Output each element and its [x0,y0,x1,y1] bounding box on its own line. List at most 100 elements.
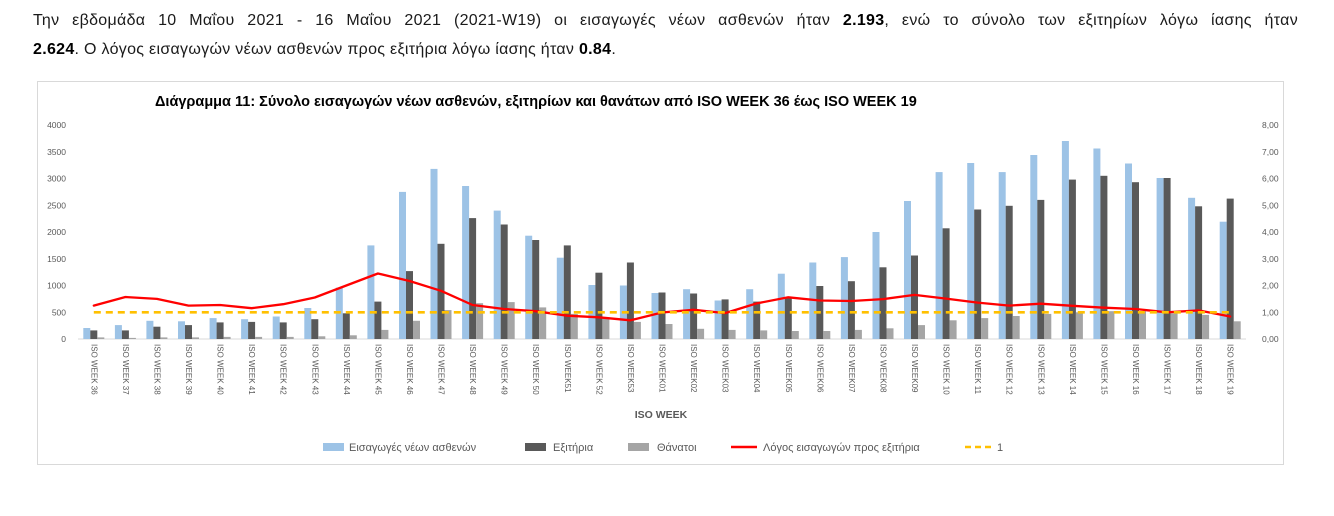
x-tick-label: ISO WEEK 50 [531,344,540,395]
x-tick-label: ISO WEEK04 [752,344,761,393]
deaths-bar [602,318,610,339]
deaths-bar [223,336,231,339]
deaths-bar [1107,311,1115,339]
deaths-bar [981,318,989,339]
admissions-bar [1188,197,1196,339]
discharges-bar [753,301,761,339]
chart-frame: Διάγραμμα 11: Σύνολο εισαγωγών νέων ασθε… [37,81,1284,465]
admissions-bar [493,210,501,339]
legend-item-reference: 1 [965,442,1003,454]
y-right-tick-label: 3,00 [1262,254,1279,264]
deaths-bar [1170,313,1178,339]
x-tick-label: ISO WEEK 19 [1226,344,1235,395]
discharges-bar [847,281,855,339]
legend-item-admissions: Εισαγωγές νέων ασθενών [323,442,477,454]
x-tick-label: ISO WEEK 10 [942,344,951,395]
summary-text-discharges: , ενώ το σύνολο των εξιτηρίων λόγω ίασης… [884,12,1298,29]
discharges-bar [1195,206,1203,339]
discharges-bar [406,271,413,339]
admissions-bar [683,289,691,339]
admissions-bar [777,273,785,339]
x-tick-label: ISO WEEK 46 [405,344,414,395]
discharges-bar [1132,182,1139,339]
x-axis-title: ISO WEEK [635,409,688,421]
admissions-bar [430,168,438,339]
x-tick-label: ISO WEEK 41 [247,344,256,395]
x-tick-label: ISO WEEK 37 [121,344,130,395]
x-tick-label: ISO WEEK51 [563,344,572,393]
deaths-bar [1012,316,1020,339]
y-right-tick-label: 5,00 [1262,200,1279,210]
summary-text-week: Την εβδομάδα 10 Μαΐου 2021 - 16 Μαΐου 20… [33,12,843,29]
discharges-bar [563,245,571,339]
summary-line-1: Την εβδομάδα 10 Μαΐου 2021 - 16 Μαΐου 20… [33,6,1298,35]
deaths-bar [444,310,452,339]
admissions-bar [83,328,91,339]
x-tick-label: ISO WEEK 12 [1005,344,1014,395]
admissions-bar [114,325,122,339]
discharges-bar [784,297,792,339]
admissions-bar [904,201,911,339]
x-tick-label: ISO WEEK 40 [216,344,225,395]
deaths-bar [633,321,641,339]
discharges-bar [1068,179,1076,339]
x-tick-label: ISO WEEK 13 [1036,344,1045,395]
discharges-bar [532,240,540,339]
x-tick-label: ISO WEEK 44 [342,344,351,395]
legend-swatch-discharges [525,443,546,451]
y-left-tick-label: 4000 [47,120,66,130]
legend-item-deaths: Θάνατοι [628,442,697,454]
deaths-bar [665,324,673,339]
admissions-bar [304,308,312,339]
discharges-bar [216,322,224,339]
x-tick-label: ISO WEEK 17 [1163,344,1172,395]
legend-label-admissions: Εισαγωγές νέων ασθενών [349,442,477,454]
combo-chart: Διάγραμμα 11: Σύνολο εισαγωγών νέων ασθε… [47,94,1279,454]
x-tick-label: ISO WEEK09 [910,344,919,393]
discharges-bar [658,292,666,339]
x-tick-label: ISO WEEK 38 [152,344,161,395]
discharges-bar [1163,178,1171,339]
admissions-bar [1219,221,1227,339]
summary-text-end: . [611,41,617,58]
discharges-bar [911,255,918,339]
discharges-bar [1005,205,1013,339]
admissions-bar [935,172,943,339]
legend-item-ratio: Λόγος εισαγωγών προς εξιτήρια [731,442,920,454]
discharges-bar [942,228,950,339]
deaths-bar [192,337,199,339]
deaths-bar [97,337,105,339]
legend-label-ratio: Λόγος εισαγωγών προς εξιτήρια [763,442,920,454]
discharges-bar [1226,198,1234,339]
admissions-bar [525,235,533,339]
x-tick-label: ISO WEEK 14 [1068,344,1077,395]
discharges-bar [279,322,287,339]
deaths-bar [949,320,957,339]
deaths-bar [760,330,768,339]
x-tick-label: ISO WEEK 42 [279,344,288,395]
x-tick-label: ISO WEEK 52 [594,344,603,395]
deaths-bar [507,302,515,339]
summary-text-ratio: . Ο λόγος εισαγωγών νέων ασθενών προς εξ… [74,41,579,58]
deaths-bar [128,337,136,339]
discharges-bar [1100,175,1108,339]
discharges-bar [374,301,382,339]
y-left-tick-label: 1500 [47,254,66,264]
discharges-bar [721,299,729,339]
chart-title: Διάγραμμα 11: Σύνολο εισαγωγών νέων ασθε… [155,94,917,110]
x-tick-label: ISO WEEK08 [879,344,888,393]
x-tick-label: ISO WEEK 15 [1099,344,1108,395]
admissions-bar [146,320,154,339]
admissions-bar [462,186,470,339]
ratio-value: 0.84 [578,41,612,58]
legend-label-deaths: Θάνατοι [657,442,697,454]
admissions-bar [272,316,280,339]
legend-label-discharges: Εξιτήρια [553,442,594,454]
deaths-bar [1202,314,1210,339]
y-left-tick-label: 2000 [47,227,66,237]
x-tick-label: ISO WEEK01 [658,344,667,393]
deaths-bar [349,335,357,339]
deaths-bar [697,328,705,339]
admissions-bar [840,257,848,339]
